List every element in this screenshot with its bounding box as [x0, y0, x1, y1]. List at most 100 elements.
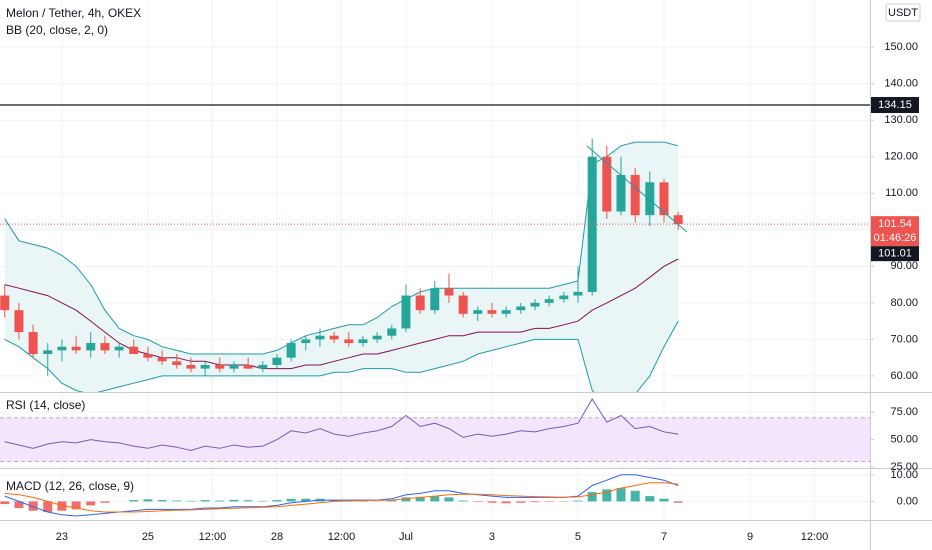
bb-basis — [4, 258, 679, 370]
candle-body — [229, 364, 239, 369]
currency[interactable]: USDT — [888, 7, 918, 19]
histogram-bar — [458, 500, 468, 502]
x-tick-label: 28 — [271, 531, 283, 543]
candle-body — [372, 335, 382, 340]
candle-body — [243, 364, 253, 369]
marker-price-label: 101.01 — [878, 248, 912, 260]
price-line-label: 134.15 — [878, 99, 912, 111]
x-tick-label: 12:00 — [199, 531, 227, 543]
histogram-bar — [57, 501, 67, 511]
y-tick-label: 80.00 — [890, 297, 918, 309]
y-tick-label: 130.00 — [884, 114, 918, 126]
y-tick-label: 120.00 — [884, 151, 918, 163]
candle-body — [587, 156, 597, 292]
y-tick-label: 110.00 — [885, 187, 918, 199]
histogram-bar — [573, 500, 583, 502]
rsi-title: RSI (14, close) — [6, 398, 85, 412]
histogram-bar — [301, 498, 311, 502]
x-tick-label: 7 — [661, 531, 667, 543]
y-tick-label: 50.00 — [890, 433, 918, 445]
candle-body — [272, 357, 282, 365]
histogram-bar — [43, 501, 53, 513]
histogram-bar — [430, 496, 440, 502]
candle-body — [157, 357, 167, 362]
candle-body — [344, 339, 354, 344]
histogram-bar — [272, 500, 282, 502]
candle-body — [215, 364, 225, 369]
histogram-bar — [157, 500, 167, 502]
price-line-label-box — [871, 97, 919, 114]
candle-body — [616, 174, 626, 212]
candle-body — [301, 339, 311, 344]
histogram-bar — [673, 501, 683, 503]
histogram-bar — [387, 500, 397, 502]
candle-body — [129, 346, 139, 355]
histogram-bar — [0, 501, 10, 505]
candle-body — [401, 295, 411, 329]
candle-body — [14, 310, 24, 333]
y-tick-label: 25.00 — [890, 461, 918, 473]
candle-body — [544, 299, 554, 303]
y-tick-label: 75.00 — [890, 406, 918, 418]
histogram-bar — [645, 496, 655, 502]
candle-body — [645, 182, 655, 216]
candle-body — [71, 346, 81, 351]
candle-body — [559, 295, 569, 300]
y-tick-label: 70.00 — [890, 333, 918, 345]
marker-price-box — [871, 246, 919, 262]
histogram-bar — [630, 490, 640, 502]
chart-title: Melon / Tether, 4h, OKEX — [6, 6, 141, 20]
histogram-bar — [71, 501, 81, 510]
candle-body — [430, 288, 440, 311]
candle-body — [673, 215, 683, 225]
histogram-bar — [444, 497, 454, 502]
histogram-bar — [358, 500, 368, 502]
histogram-bar — [415, 497, 425, 502]
candle-body — [200, 364, 210, 369]
bb-upper — [4, 141, 679, 355]
histogram-bar — [516, 501, 526, 503]
candle-body — [602, 156, 612, 212]
histogram-bar — [143, 499, 153, 502]
last-price-label: 101.54 — [878, 218, 912, 230]
x-tick-label: 12:00 — [328, 531, 356, 543]
bb-lower — [4, 320, 679, 392]
histogram-bar — [243, 500, 253, 502]
candle-body — [415, 295, 425, 311]
currency-box[interactable] — [885, 3, 921, 22]
candle-body — [86, 343, 96, 351]
x-tick-label: Jul — [399, 531, 413, 543]
candle-body — [473, 310, 483, 314]
candle-body — [573, 291, 583, 296]
candle-body — [530, 302, 540, 307]
candle-body — [315, 335, 325, 340]
macd-pane — [0, 474, 683, 517]
x-tick-label: 12:00 — [801, 531, 829, 543]
band-fill — [4, 142, 679, 392]
candle-body — [630, 174, 640, 216]
histogram-bar — [530, 501, 540, 503]
histogram-bar — [215, 500, 225, 502]
x-tick-label: 3 — [489, 531, 495, 543]
histogram-bar — [100, 501, 110, 503]
y-tick-label: 90.00 — [890, 260, 918, 272]
indicator-label: BB (20, close, 2, 0) — [6, 23, 108, 37]
y-tick-label: 140.00 — [884, 78, 918, 90]
histogram-bar — [602, 489, 612, 502]
trend-line — [586, 145, 688, 233]
histogram-bar — [401, 497, 411, 502]
candle-body — [186, 364, 196, 369]
histogram-bar — [14, 501, 24, 509]
y-tick-label: 10.00 — [890, 469, 918, 481]
last-price-box — [871, 216, 919, 247]
histogram-bar — [587, 492, 597, 502]
y-tick-label: 0.00 — [897, 495, 918, 507]
signal-line — [4, 482, 679, 513]
candle-body — [501, 310, 511, 314]
candle-body — [0, 295, 10, 311]
histogram-bar — [473, 501, 483, 502]
price-pane — [0, 104, 870, 392]
histogram-bar — [129, 500, 139, 502]
